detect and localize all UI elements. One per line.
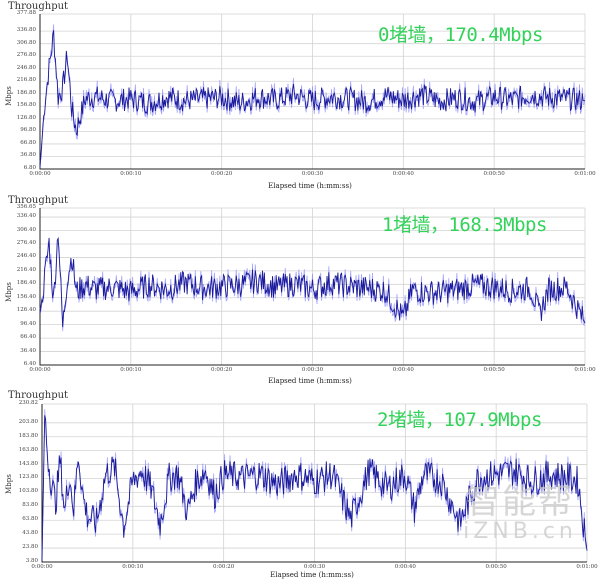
y-tick-label: 63.80 xyxy=(22,516,38,523)
x-tick-label: 0:00:10 xyxy=(120,367,142,373)
y-tick-label: 23.80 xyxy=(22,544,38,551)
y-tick-label: 306.80 xyxy=(16,39,36,46)
y-tick-label: 36.80 xyxy=(20,152,36,159)
plot-area xyxy=(39,207,586,366)
y-tick-label: 103.80 xyxy=(18,488,38,495)
chart-title: Throughput xyxy=(8,390,69,401)
y-tick-label: 6.40 xyxy=(23,361,36,367)
y-tick-label: 336.80 xyxy=(16,27,36,34)
x-tick-label: 0:00:50 xyxy=(483,367,505,373)
x-tick-label: 0:00:30 xyxy=(301,171,324,177)
x-tick-label: 0:00:40 xyxy=(392,367,414,373)
throughput-line-chart xyxy=(39,207,586,366)
y-tick-label: 163.80 xyxy=(18,446,38,453)
chart-panel-2-walls: Throughput 3.80 23.80 43.80 63.80 83.80 103.8… xyxy=(0,388,600,581)
x-tick-label: 0:00:30 xyxy=(303,564,326,570)
watermark-chinese: 智能帮 xyxy=(466,482,574,522)
chart-title: Throughput xyxy=(8,195,69,206)
y-tick-label: 186.80 xyxy=(16,89,36,96)
y-tick-label: 246.40 xyxy=(16,253,36,260)
y-tick-label: 83.80 xyxy=(22,502,38,509)
y-tick-label: 36.40 xyxy=(20,347,36,354)
throughput-line-chart xyxy=(41,403,588,563)
x-tick-label: 0:00:50 xyxy=(485,564,507,570)
x-tick-label: 0:00:20 xyxy=(211,367,233,373)
watermark-latin: iZNB.cn xyxy=(463,519,577,544)
y-tick-label: 216.80 xyxy=(16,77,36,84)
y-tick-label: 377.88 xyxy=(16,10,36,16)
x-axis-label: Elapsed time (h:mm:ss) xyxy=(268,182,352,190)
x-tick-label: 0:00:10 xyxy=(120,171,142,177)
y-tick-label: 43.80 xyxy=(22,530,38,537)
x-tick-label: 0:00:50 xyxy=(483,171,505,177)
y-tick-label: 96.40 xyxy=(20,320,36,327)
y-tick-label: 356.65 xyxy=(16,204,36,210)
plot-area xyxy=(41,403,588,563)
y-axis-label: Mbps xyxy=(5,86,13,106)
plot-area xyxy=(39,13,586,170)
y-tick-label: 6.80 xyxy=(23,165,36,171)
y-tick-label: 276.40 xyxy=(16,239,36,246)
watermark: 智能帮 iZNB.cn xyxy=(452,484,588,544)
y-tick-label: 66.80 xyxy=(20,139,36,146)
x-tick-label: 0:01:00 xyxy=(574,367,596,373)
y-tick-label: 230.82 xyxy=(18,400,38,406)
chart-panel-1-wall: Throughput 6.40 36.40 66.40 96.40 126.40 156.… xyxy=(0,192,600,388)
x-tick-label: 0:01:00 xyxy=(574,171,596,177)
y-tick-label: 336.40 xyxy=(16,213,36,220)
x-axis-label: Elapsed time (h:mm:ss) xyxy=(268,377,352,385)
y-tick-label: 216.40 xyxy=(16,266,36,273)
average-throughput-annotation: 2堵墙，107.9Mbps xyxy=(377,409,542,431)
y-axis-label: Mbps xyxy=(5,282,13,302)
x-tick-label: 0:00:40 xyxy=(394,564,416,570)
average-throughput-annotation: 0堵墙，170.4Mbps xyxy=(378,24,543,46)
x-tick-label: 0:00:20 xyxy=(213,564,235,570)
y-tick-label: 203.80 xyxy=(18,418,38,425)
y-tick-label: 3.80 xyxy=(25,558,38,564)
x-axis-label: Elapsed time (h:mm:ss) xyxy=(270,571,354,579)
y-tick-label: 123.80 xyxy=(18,474,38,481)
y-tick-label: 246.80 xyxy=(16,64,36,71)
y-axis-label: Mbps xyxy=(5,474,13,494)
y-tick-label: 306.40 xyxy=(16,226,36,233)
throughput-line-chart xyxy=(39,13,586,170)
y-tick-label: 96.80 xyxy=(20,127,36,134)
y-tick-label: 126.80 xyxy=(16,114,36,121)
chart-title: Throughput xyxy=(8,1,69,12)
y-tick-label: 276.80 xyxy=(16,52,36,59)
x-tick-label: 0:01:00 xyxy=(576,564,598,570)
x-tick-label: 0:00:00 xyxy=(31,564,53,570)
x-tick-label: 0:00:40 xyxy=(392,171,414,177)
y-tick-label: 183.80 xyxy=(18,432,38,439)
x-tick-label: 0:00:20 xyxy=(211,171,233,177)
x-tick-label: 0:00:30 xyxy=(301,367,324,373)
x-tick-label: 0:00:00 xyxy=(29,367,51,373)
y-tick-label: 66.40 xyxy=(20,334,36,341)
y-tick-label: 186.40 xyxy=(16,280,36,287)
y-tick-label: 156.80 xyxy=(16,102,36,109)
y-tick-label: 156.40 xyxy=(16,293,36,300)
y-tick-label: 126.40 xyxy=(16,307,36,314)
chart-panel-0-walls: Throughput 6.80 36.80 66.80 96.80 126.80 156.… xyxy=(0,0,600,192)
x-tick-label: 0:00:10 xyxy=(122,564,144,570)
average-throughput-annotation: 1堵墙，168.3Mbps xyxy=(382,214,547,236)
y-tick-label: 143.80 xyxy=(18,460,38,467)
x-tick-label: 0:00:00 xyxy=(29,171,51,177)
